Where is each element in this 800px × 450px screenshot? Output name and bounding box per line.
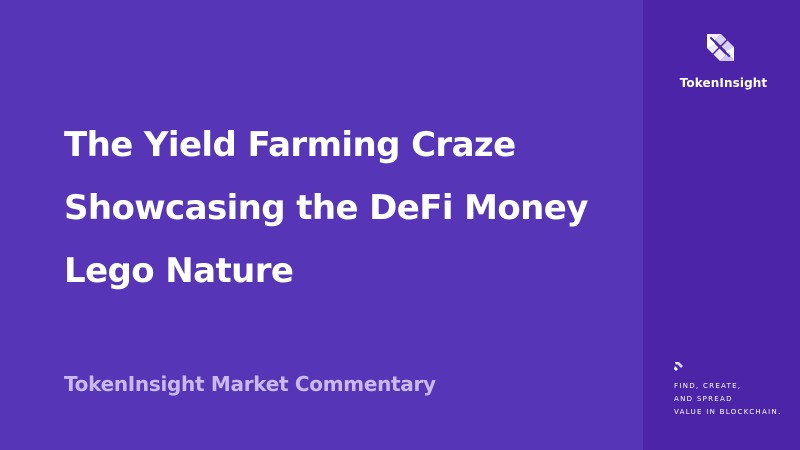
tokeninsight-logo-icon — [707, 34, 734, 61]
brand-name: TokenInsight — [679, 76, 768, 90]
title-line-3: Lego Nature — [64, 251, 294, 291]
brand-sidebar — [643, 0, 800, 450]
title-line-1: The Yield Farming Craze — [64, 125, 516, 165]
brand-tagline: FIND, CREATE, AND SPREAD VALUE IN BLOCKC… — [674, 380, 782, 419]
tokeninsight-small-logo-icon — [674, 362, 683, 371]
slide-title: The Yield Farming Craze Showcasing the D… — [64, 114, 624, 303]
title-line-2: Showcasing the DeFi Money — [64, 188, 588, 228]
slide-subtitle: TokenInsight Market Commentary — [64, 372, 436, 396]
tagline-line-2: AND SPREAD — [674, 395, 733, 403]
tagline-line-3: VALUE IN BLOCKCHAIN. — [674, 408, 782, 416]
tagline-line-1: FIND, CREATE, — [674, 382, 742, 390]
main-panel: The Yield Farming Craze Showcasing the D… — [64, 114, 624, 396]
